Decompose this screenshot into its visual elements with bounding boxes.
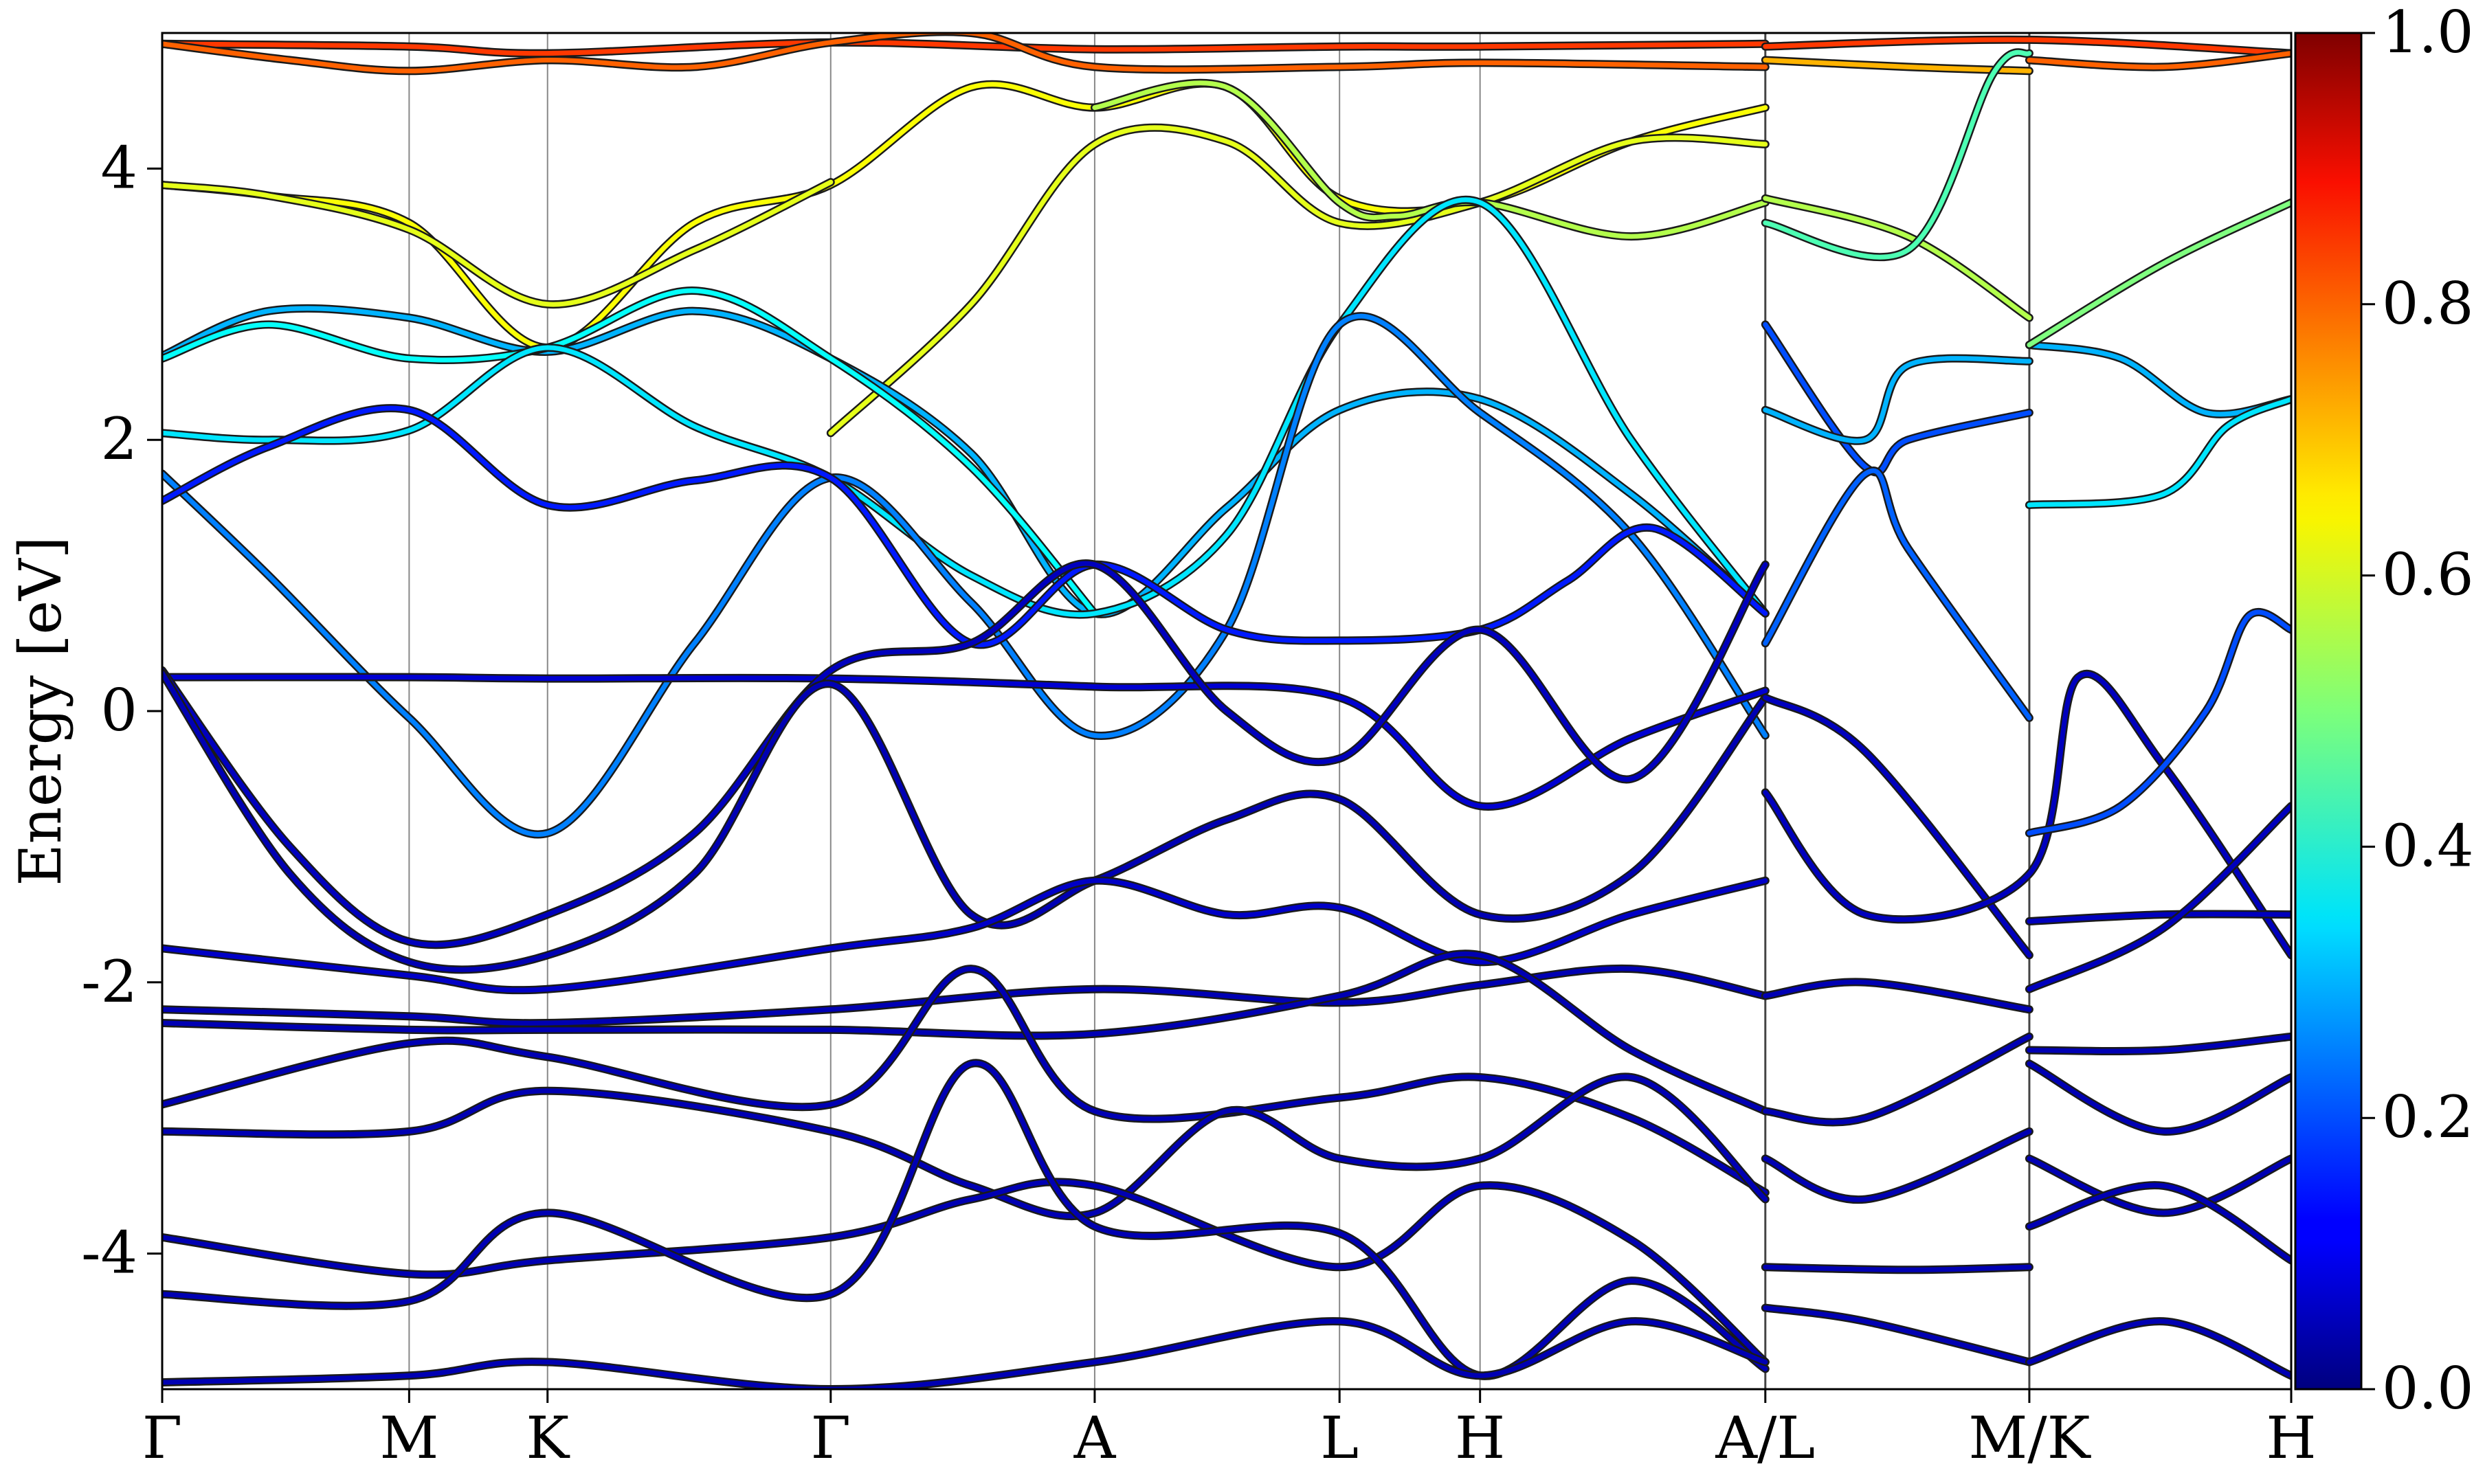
band-line <box>2027 1182 2291 1263</box>
band-outline <box>162 1059 1770 1380</box>
band-outline <box>2025 1181 2291 1265</box>
bands-group <box>162 33 2291 1389</box>
band-line <box>162 313 1768 837</box>
band-line <box>162 966 1768 1026</box>
band-line <box>1763 1305 2032 1364</box>
band-line <box>162 306 1768 617</box>
band-line <box>162 179 834 307</box>
band-line <box>2027 51 2291 70</box>
band-line <box>162 951 1768 1114</box>
band-line <box>1763 979 2032 1012</box>
band-line <box>162 671 1768 972</box>
y-tick-label: 4 <box>101 134 137 201</box>
band-outline <box>2025 341 2291 418</box>
k-point-label: Γ <box>811 1404 851 1472</box>
band-line <box>2027 1061 2291 1134</box>
band-line <box>1763 1264 2032 1272</box>
band-line <box>1763 37 2291 56</box>
colorbar-tick-label: 0.6 <box>2382 541 2474 609</box>
band-line <box>1763 322 2032 475</box>
k-point-label: Γ <box>142 1404 182 1472</box>
band-line <box>2027 1156 2291 1215</box>
band-line <box>162 40 1768 56</box>
colorbar-tick-label: 0.8 <box>2382 270 2474 337</box>
band-line <box>1763 49 2032 260</box>
band-line <box>162 33 1768 74</box>
band-line <box>1763 1129 2032 1202</box>
band-outline <box>1761 466 2033 722</box>
band-line <box>162 1179 1768 1364</box>
band-line <box>2027 1318 2291 1378</box>
k-point-label: M/K <box>1968 1404 2091 1472</box>
band-line <box>2027 200 2291 348</box>
band-line <box>1763 695 2032 958</box>
band-outline <box>1761 1032 2033 1127</box>
band-line <box>1763 671 2291 958</box>
colorbar <box>2294 32 2363 1391</box>
band-line <box>162 288 1097 616</box>
band-line <box>162 405 1768 647</box>
y-axis: 4 2 0 -2 -4 <box>81 134 162 1287</box>
y-tick-label: -2 <box>81 948 137 1015</box>
band-line <box>162 561 1768 947</box>
y-tick-label: -4 <box>81 1219 137 1287</box>
k-point-label: A <box>1073 1404 1117 1472</box>
k-point-label: M <box>379 1404 438 1472</box>
colorbar-tick-label: 0.2 <box>2382 1083 2474 1151</box>
band-line <box>1763 468 2032 721</box>
band-line <box>162 1060 1768 1379</box>
band-outline <box>162 1072 1770 1221</box>
y-tick-label: 0 <box>101 677 137 744</box>
band-line <box>1763 356 2032 444</box>
band-line <box>1763 1034 2032 1125</box>
high-symmetry-lines <box>408 33 2031 1389</box>
band-outline <box>826 123 1770 438</box>
band-outline <box>162 965 1770 1197</box>
band-line <box>2027 609 2291 836</box>
k-point-label: A/L <box>1715 1404 1815 1472</box>
band-outline <box>162 668 1770 974</box>
band-outline <box>1761 320 2033 477</box>
band-line <box>162 1074 1768 1219</box>
band-outline <box>162 673 1770 811</box>
colorbar-tick-label: 0.4 <box>2382 812 2474 879</box>
k-point-label: K <box>526 1404 570 1472</box>
band-line <box>162 966 1768 1195</box>
band-line <box>1763 196 2032 320</box>
band-line <box>2027 396 2291 508</box>
band-outline <box>2025 198 2291 349</box>
k-point-label: H <box>1455 1404 1505 1472</box>
band-line <box>1092 80 1768 239</box>
band-line <box>2027 911 2291 924</box>
colorbar-tick-label: 0.0 <box>2382 1355 2474 1422</box>
band-line <box>162 878 1768 993</box>
colorbar-axis: 0.0 0.2 0.4 0.6 0.8 1.0 <box>2361 0 2474 1422</box>
band-outline <box>162 559 1770 949</box>
y-axis-label: Energy [eV] <box>7 536 74 886</box>
colorbar-tick-label: 1.0 <box>2382 0 2474 66</box>
k-point-label: H <box>2266 1404 2316 1472</box>
band-line <box>828 125 1768 436</box>
band-outline <box>2025 608 2291 837</box>
band-line <box>2027 803 2291 992</box>
band-line <box>162 674 1768 809</box>
x-axis: Γ M K Γ A L H A/L M/K H <box>142 1389 2317 1472</box>
k-point-label: L <box>1320 1404 1359 1472</box>
band-line <box>162 1318 1768 1389</box>
y-tick-label: 2 <box>101 405 137 473</box>
band-line <box>2027 1034 2291 1054</box>
